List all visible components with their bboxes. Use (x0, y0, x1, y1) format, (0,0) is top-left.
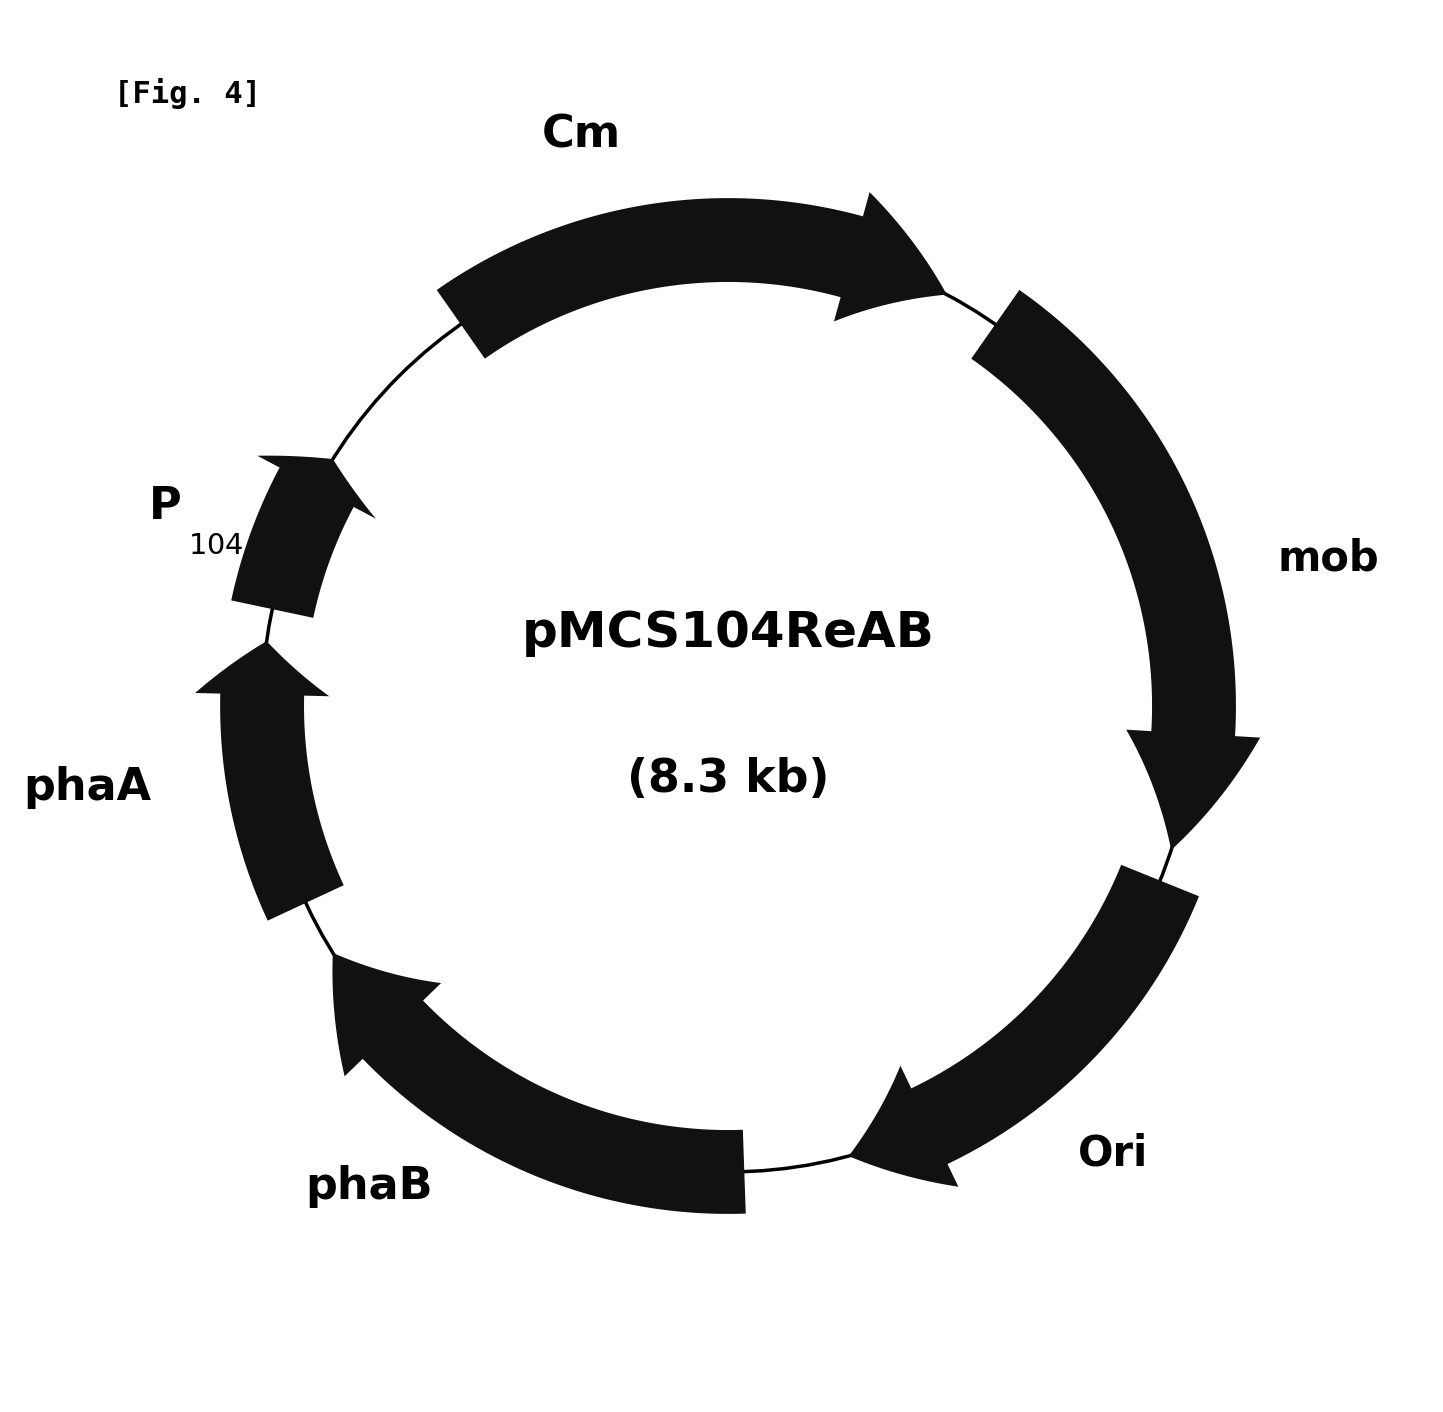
Text: pMCS104ReAB: pMCS104ReAB (521, 609, 935, 657)
Text: (8.3 kb): (8.3 kb) (626, 757, 830, 802)
Text: $\mathit{104}$: $\mathit{104}$ (188, 532, 244, 561)
Text: mob: mob (1277, 538, 1380, 580)
Text: Ori: Ori (1078, 1132, 1149, 1175)
Polygon shape (332, 953, 746, 1214)
Text: $\mathbf{P}$: $\mathbf{P}$ (147, 486, 180, 528)
Text: phaB: phaB (306, 1165, 433, 1209)
Text: phaA: phaA (23, 765, 152, 809)
Polygon shape (437, 192, 947, 359)
Polygon shape (231, 456, 375, 618)
Polygon shape (195, 641, 343, 921)
Text: Cm: Cm (541, 114, 620, 157)
Text: [Fig. 4]: [Fig. 4] (114, 78, 261, 109)
Polygon shape (848, 864, 1199, 1186)
Polygon shape (971, 289, 1260, 850)
